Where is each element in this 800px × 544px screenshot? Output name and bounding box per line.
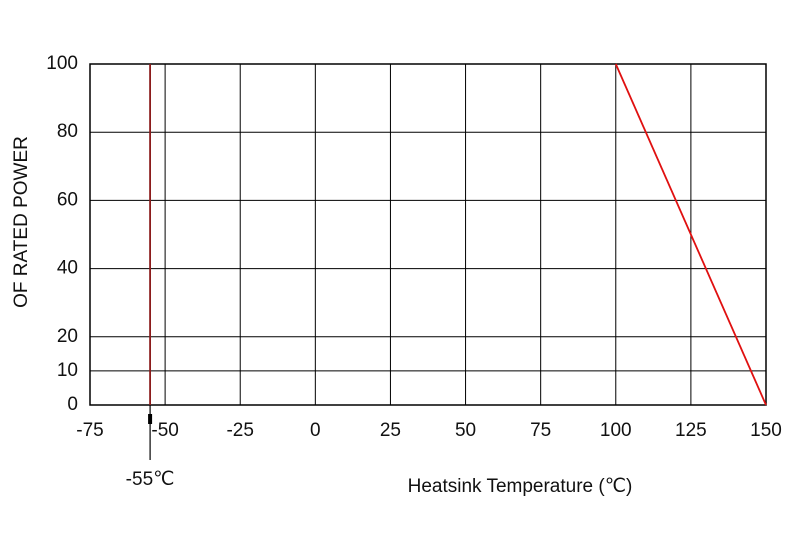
- x-tick-label: -25: [226, 420, 253, 441]
- y-tick-label: 100: [46, 53, 78, 74]
- y-tick-label: 10: [57, 360, 78, 381]
- x-axis-label: Heatsink Temperature (℃): [408, 476, 633, 497]
- annotation-marker: [148, 414, 153, 424]
- y-tick-label: 80: [57, 121, 78, 142]
- x-tick-label: 50: [455, 420, 476, 441]
- x-tick-label: 125: [675, 420, 707, 441]
- y-tick-label: 20: [57, 326, 78, 347]
- x-tick-label: 75: [530, 420, 551, 441]
- y-tick-label: 60: [57, 189, 78, 210]
- data-line: [614, 63, 767, 406]
- y-tick-label: 0: [67, 394, 78, 415]
- x-tick-label: 150: [750, 420, 782, 441]
- annotation: -55℃: [126, 469, 175, 490]
- x-tick-label: 25: [380, 420, 401, 441]
- y-tick-label: 40: [57, 258, 78, 279]
- x-tick-label: -50: [151, 420, 178, 441]
- x-tick-label: 100: [600, 420, 632, 441]
- x-tick-label: 0: [310, 420, 321, 441]
- x-tick-label: -75: [76, 420, 103, 441]
- y-axis-label: OF RATED POWER: [11, 136, 32, 308]
- plot-border: [89, 63, 767, 406]
